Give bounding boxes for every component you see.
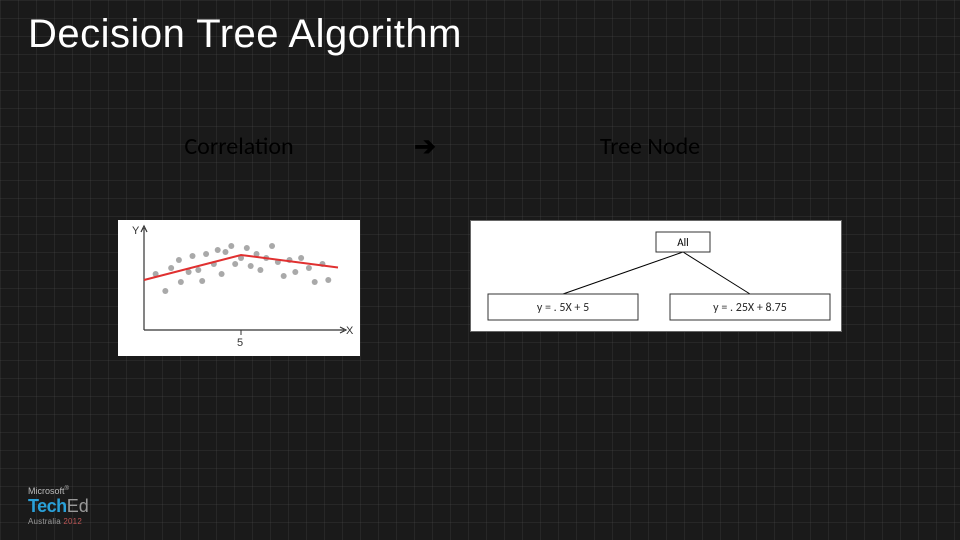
- logo-brand-secondary: Ed: [67, 496, 89, 517]
- correlation-chart: Y X 5: [118, 220, 360, 356]
- slide-title: Decision Tree Algorithm: [28, 12, 462, 57]
- svg-text:y = . 25X + 8.75: y = . 25X + 8.75: [713, 301, 787, 315]
- svg-text:Y: Y: [132, 225, 140, 237]
- svg-text:5: 5: [237, 337, 243, 349]
- teched-logo: Microsoft® TechEd Australia 2012: [28, 486, 128, 526]
- logo-location: Australia: [28, 517, 61, 526]
- tree-node-diagram: All y = . 5X + 5 y = . 25X + 8.75: [470, 220, 842, 332]
- svg-text:All: All: [677, 236, 688, 249]
- tree-node-label: Tree Node: [600, 132, 700, 161]
- correlation-label: Correlation: [184, 132, 293, 161]
- svg-text:y = . 5X + 5: y = . 5X + 5: [537, 301, 589, 315]
- arrow-icon: ➔: [414, 130, 436, 162]
- svg-text:X: X: [346, 325, 354, 337]
- logo-vendor: Microsoft: [28, 486, 65, 496]
- logo-year: 2012: [63, 517, 82, 526]
- logo-brand-primary: Tech: [28, 496, 67, 517]
